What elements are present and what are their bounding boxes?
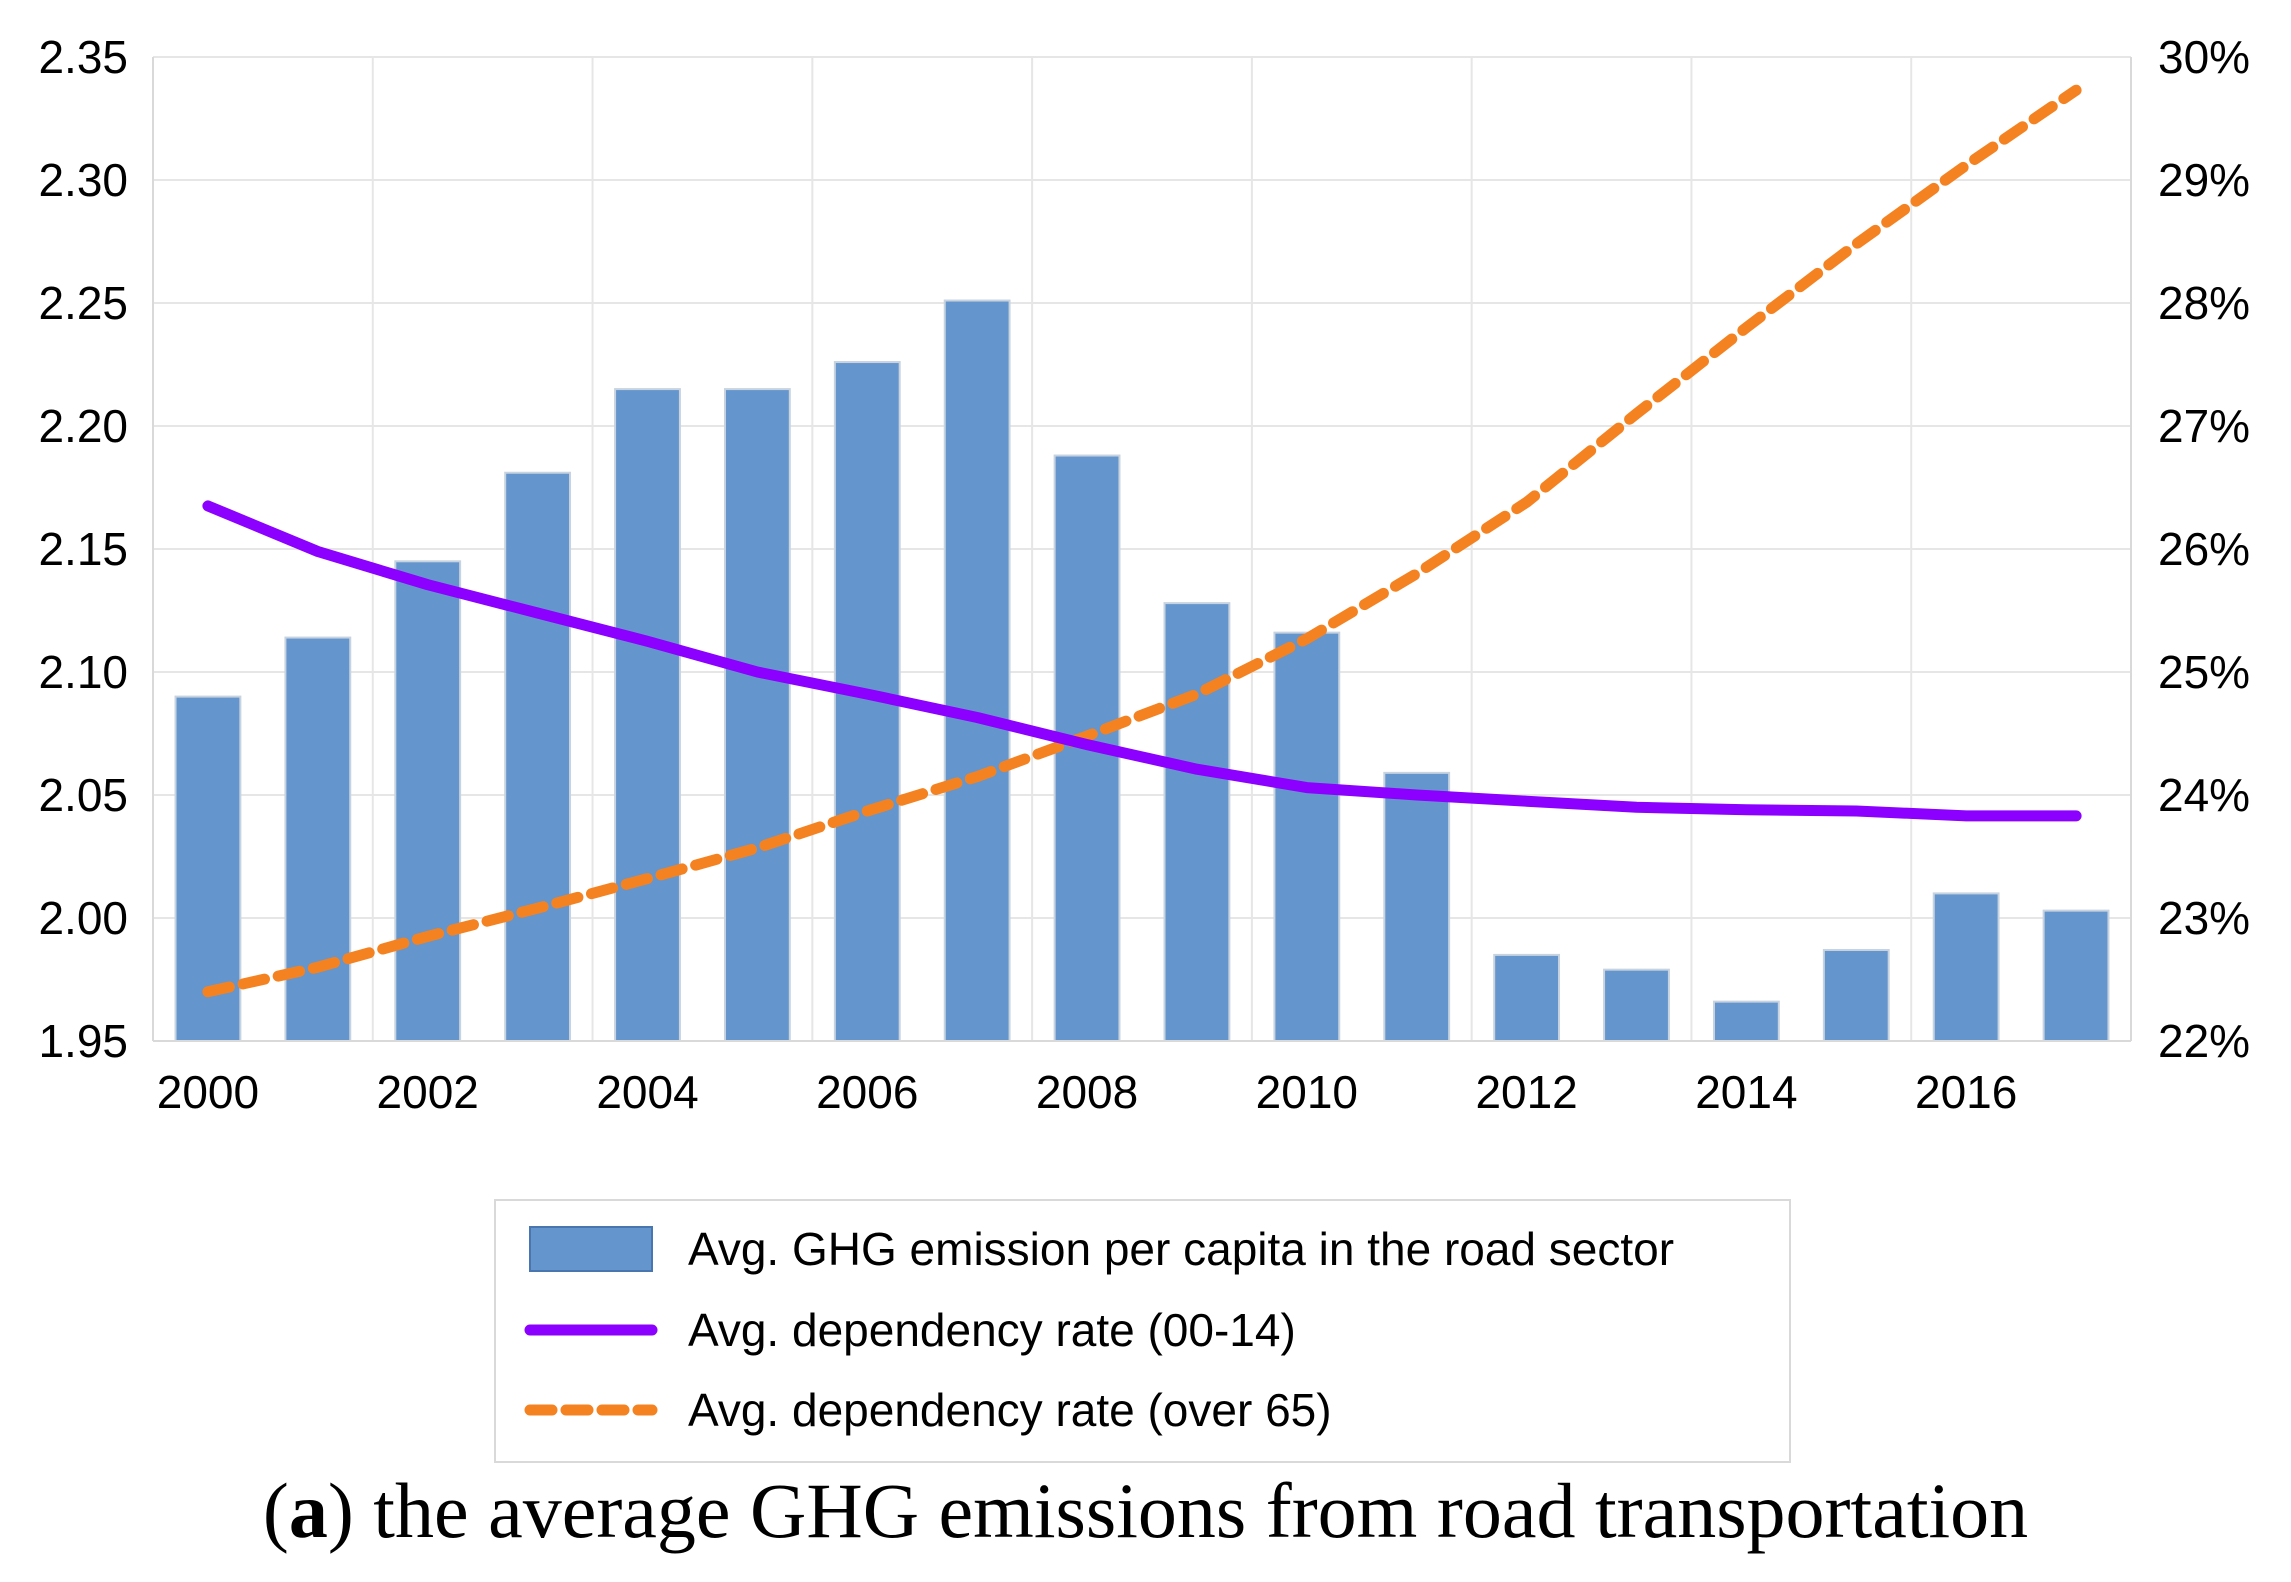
right-y-tick-label: 26% <box>2158 523 2250 575</box>
bar <box>1383 771 1451 1042</box>
bar <box>394 560 462 1042</box>
x-tick-label: 2016 <box>1915 1066 2017 1118</box>
plot-axes <box>152 57 2132 1042</box>
bar-series <box>174 299 2110 1043</box>
right-y-tick-label: 30% <box>2158 31 2250 83</box>
left-y-tick-label: 2.05 <box>38 769 128 821</box>
bar <box>1712 1000 1780 1043</box>
legend-frame <box>494 1199 1791 1463</box>
bar <box>614 388 681 1043</box>
x-tick-label: 2010 <box>1256 1066 1358 1118</box>
left-y-tick-label: 1.95 <box>38 1015 128 1067</box>
legend: Avg. GHG emission per capita in the road… <box>494 1199 1791 1463</box>
x-tick-label: 2006 <box>816 1066 918 1118</box>
bar <box>504 471 572 1042</box>
legend-label-dependency-00-14: Avg. dependency rate (00-14) <box>688 1304 1296 1356</box>
right-y-tick-label: 23% <box>2158 892 2250 944</box>
right-y-tick-label: 25% <box>2158 646 2250 698</box>
right-y-tick-label: 28% <box>2158 277 2250 329</box>
x-tick-label: 2014 <box>1695 1066 1797 1118</box>
left-y-tick-label: 2.00 <box>38 892 128 944</box>
x-axis-ticks: 2000 2002 2004 2006 2008 2010 2012 2014 2016 <box>157 1066 2018 1118</box>
bar <box>943 299 1011 1043</box>
figure-caption: (a) the average GHG emissions from road … <box>262 1467 2029 1554</box>
bar <box>1273 631 1341 1042</box>
bar <box>1932 892 2000 1043</box>
right-y-tick-label: 29% <box>2158 154 2250 206</box>
caption-label: a <box>288 1467 328 1554</box>
right-y-tick-label: 27% <box>2158 400 2250 452</box>
left-y-tick-label: 2.20 <box>38 400 128 452</box>
left-y-tick-label: 2.10 <box>38 646 128 698</box>
line-dependency-00-14 <box>202 500 2082 822</box>
legend-label-ghg-emission: Avg. GHG emission per capita in the road… <box>688 1223 1674 1275</box>
legend-label-dependency-over-65: Avg. dependency rate (over 65) <box>688 1384 1332 1436</box>
right-y-tick-label: 24% <box>2158 769 2250 821</box>
x-tick-label: 2004 <box>596 1066 698 1118</box>
legend-swatch-bar <box>529 1226 653 1272</box>
caption-text: the average GHG emissions from road tran… <box>353 1467 2029 1554</box>
left-y-tick-label: 2.15 <box>38 523 128 575</box>
left-y-tick-label: 2.30 <box>38 154 128 206</box>
bar <box>1822 948 1890 1042</box>
left-y-tick-label: 2.35 <box>38 31 128 83</box>
left-y-tick-label: 2.25 <box>38 277 128 329</box>
bar <box>1163 602 1231 1042</box>
bar <box>723 388 791 1043</box>
x-tick-label: 2002 <box>377 1066 479 1118</box>
line-dependency-over-65 <box>202 84 2082 998</box>
bar <box>2042 909 2110 1042</box>
right-y-tick-label: 22% <box>2158 1015 2250 1067</box>
line-series <box>202 84 2082 998</box>
bar <box>1493 953 1561 1043</box>
bar <box>284 636 352 1042</box>
right-y-axis-ticks: 22% 23% 24% 25% 26% 27% 28% 29% 30% <box>2158 31 2250 1067</box>
left-y-axis-ticks: 1.95 2.00 2.05 2.10 2.15 2.20 2.25 2.30 2.35 <box>38 31 128 1067</box>
grid-lines <box>153 56 2131 1041</box>
x-tick-label: 2008 <box>1036 1066 1138 1118</box>
x-tick-label: 2000 <box>157 1066 259 1118</box>
x-tick-label: 2012 <box>1475 1066 1577 1118</box>
bar <box>1603 968 1670 1042</box>
